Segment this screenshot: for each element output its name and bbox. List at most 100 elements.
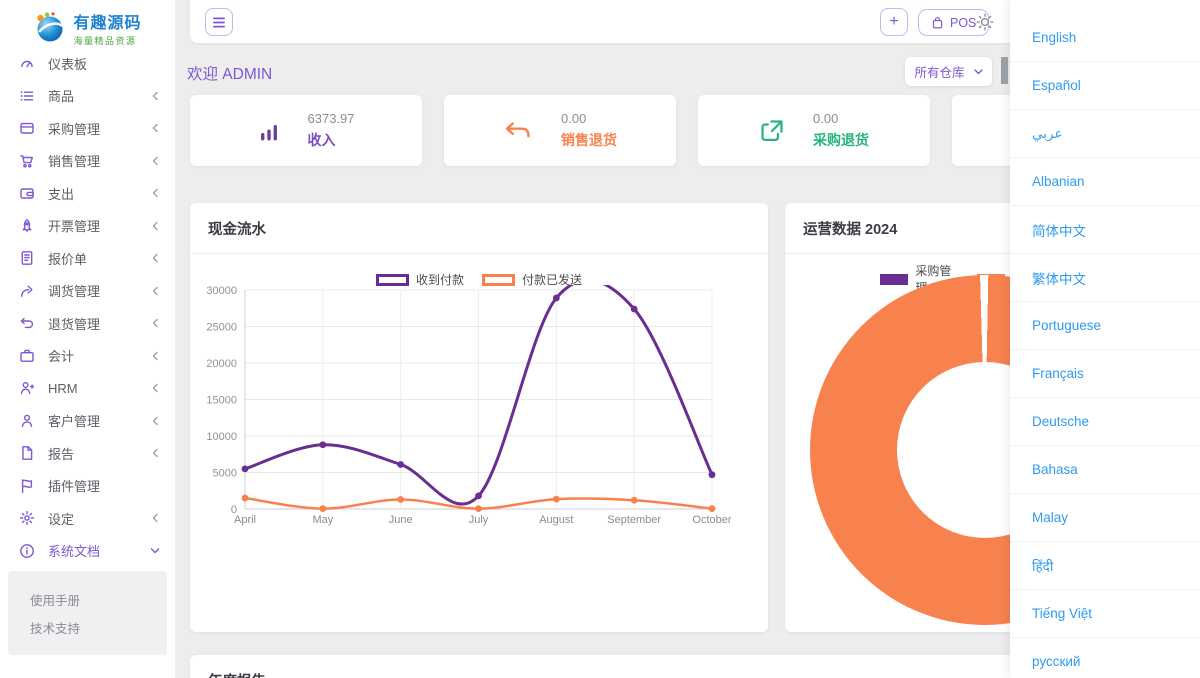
sidebar-item-label: 支出 (48, 186, 75, 202)
page-title: 欢迎 ADMIN (187, 66, 273, 83)
stat-value: 0.00 (813, 111, 839, 126)
sidebar-item-person[interactable]: 客户管理 (0, 405, 175, 438)
legend-item[interactable]: 收到付款 (375, 271, 464, 288)
sidebar-item-label: 仪表板 (48, 56, 88, 72)
chevron-icon (150, 546, 160, 556)
sidebar-item-label: 系统文档 (48, 544, 101, 560)
info-icon (19, 543, 35, 559)
language-option[interactable]: Deutsche (1010, 398, 1200, 446)
svg-text:October: October (692, 514, 731, 526)
sidebar-item-dashboard[interactable]: 仪表板 (0, 47, 175, 80)
chevron-icon (151, 91, 159, 101)
sidebar-item-list[interactable]: 商品 (0, 80, 175, 113)
operations-card: 运营数据 2024 采购管理收入 (785, 203, 1035, 632)
sidebar-item-undo[interactable]: 退货管理 (0, 307, 175, 340)
language-option[interactable]: عربي (1010, 110, 1200, 158)
shopping-bag-icon (932, 16, 943, 28)
sidebar-item-briefcase[interactable]: 会计 (0, 340, 175, 373)
chevron-icon (151, 156, 159, 166)
svg-text:0: 0 (231, 504, 237, 516)
scrollbar-thumb[interactable] (1001, 57, 1008, 84)
legend-swatch (482, 273, 515, 286)
chevron-icon (151, 286, 159, 296)
sidebar-item-label: 报价单 (48, 251, 88, 267)
sidebar-item-label: 开票管理 (48, 219, 101, 235)
annual-report-card: 年度报告 (190, 655, 1188, 678)
stat-value: 0.00 (561, 111, 587, 126)
legend-swatch (375, 273, 409, 286)
sidebar-item-gear[interactable]: 设定 (0, 502, 175, 535)
legend-label: 付款已发送 (522, 273, 583, 287)
stat-label: 采购退货 (813, 132, 869, 148)
annual-report-title: 年度报告 (190, 655, 1188, 678)
stat-label: 销售退货 (561, 132, 617, 148)
chevron-icon (151, 221, 159, 231)
svg-text:July: July (469, 514, 489, 526)
stat-card-income-bars: 6373.97 收入 (190, 95, 422, 166)
language-option[interactable]: Español (1010, 62, 1200, 110)
submenu-item[interactable]: 使用手册 (30, 593, 81, 608)
people-icon (19, 380, 35, 396)
cash-flow-line-chart: 0 5000 10000 15000 20000 25000 30000 April May Ju… (206, 285, 732, 526)
person-icon (19, 413, 35, 429)
svg-text:5000: 5000 (213, 468, 237, 480)
income-bars-icon (258, 120, 280, 142)
doc-icon (19, 250, 35, 266)
sidebar-item-cart[interactable]: 销售管理 (0, 145, 175, 178)
sidebar-item-flag[interactable]: 插件管理 (0, 470, 175, 503)
sidebar-item-label: 采购管理 (48, 121, 101, 137)
hamburger-icon (213, 17, 225, 27)
undo-icon (19, 315, 35, 331)
sidebar-item-wallet[interactable]: 支出 (0, 177, 175, 210)
warehouse-filter-dropdown[interactable]: 所有仓库 (905, 57, 992, 86)
chevron-icon (151, 318, 159, 328)
language-option[interactable]: English (1010, 14, 1200, 62)
svg-text:August: August (539, 514, 573, 526)
file-icon (19, 445, 35, 461)
submenu-item[interactable]: 技术支持 (30, 621, 81, 636)
sidebar-submenu: 使用手册 技术支持 (8, 571, 167, 655)
language-option[interactable]: हिंदी (1010, 542, 1200, 590)
legend-item[interactable]: 付款已发送 (482, 271, 582, 288)
language-option[interactable]: 繁体中文 (1010, 254, 1200, 302)
sidebar-toggle-button[interactable] (205, 8, 233, 36)
sidebar-item-info[interactable]: 系统文档 (0, 535, 175, 568)
cash-flow-card: 现金流水 收到付款 付款已发送 0 5000 10000 15000 20000 25000… (190, 203, 768, 632)
sidebar-item-label: 调货管理 (48, 284, 101, 300)
list-icon (19, 88, 35, 104)
sidebar-item-file[interactable]: 报告 (0, 437, 175, 470)
language-dropdown: English Español عربي Albanian 简体中文 繁体中文 Portug… (1010, 0, 1200, 678)
sidebar-menu: 仪表板商品采购管理销售管理支出开票管理报价单调货管理退货管理 会计 HRM 客户管理报… (0, 47, 175, 655)
brand-globe-icon (37, 12, 64, 42)
operations-title: 运营数据 2024 (785, 203, 1035, 254)
svg-text:25000: 25000 (206, 322, 237, 334)
rocket-icon (19, 218, 35, 234)
chevron-icon (151, 448, 159, 458)
language-option[interactable]: Portuguese (1010, 302, 1200, 350)
language-option[interactable]: 简体中文 (1010, 206, 1200, 254)
sidebar-item-label: 销售管理 (48, 154, 101, 170)
sidebar-item-people[interactable]: HRM (0, 372, 175, 405)
svg-text:30000: 30000 (206, 285, 237, 297)
add-button[interactable]: + (880, 8, 908, 36)
language-option[interactable]: Tiếng Việt (1010, 590, 1200, 638)
svg-text:September: September (607, 514, 661, 526)
theme-toggle-icon[interactable] (976, 13, 994, 31)
chevron-icon (151, 123, 159, 133)
chevron-icon (151, 351, 159, 361)
sidebar-item-card[interactable]: 采购管理 (0, 112, 175, 145)
svg-text:May: May (312, 514, 333, 526)
language-option[interactable]: Bahasa (1010, 446, 1200, 494)
language-option[interactable]: русский (1010, 638, 1200, 678)
sidebar-item-share[interactable]: 调货管理 (0, 275, 175, 308)
language-option[interactable]: Français (1010, 350, 1200, 398)
chevron-icon (151, 253, 159, 263)
operations-donut-chart (810, 275, 1035, 625)
stat-value: 6373.97 (307, 111, 355, 126)
sidebar-item-doc[interactable]: 报价单 (0, 242, 175, 275)
cash-flow-title: 现金流水 (190, 203, 768, 254)
language-option[interactable]: Albanian (1010, 158, 1200, 206)
language-option[interactable]: Malay (1010, 494, 1200, 542)
sidebar-item-rocket[interactable]: 开票管理 (0, 210, 175, 243)
svg-text:15000: 15000 (206, 395, 237, 407)
